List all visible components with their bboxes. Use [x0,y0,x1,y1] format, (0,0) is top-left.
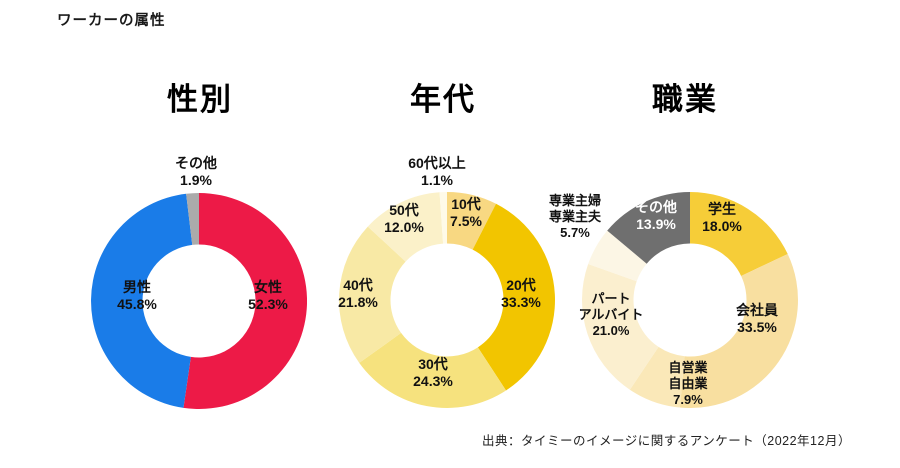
pie-slice [679,254,798,408]
slice-name: 専業主婦 [548,193,602,208]
slice-label-male: 男性 45.8% [117,279,157,313]
pie-slice [439,192,447,244]
pie-slice [183,193,307,409]
pie-slice [607,192,690,264]
slice-label-60s-over: 60代以上 1.1% [408,155,466,189]
slice-name: 50代 [389,202,419,218]
slice-label-selfemployed: 自営業 自由業 7.9% [668,360,707,408]
slice-name: 自営業 [668,360,708,375]
source-note: 出典：タイミーのイメージに関するアンケート（2022年12月） [482,434,851,448]
slice-label-female: 女性 52.3% [248,279,288,313]
slice-label-housewife: 専業主婦 専業主夫 5.7% [549,193,601,241]
pie-slice [367,192,444,262]
pie-slice [447,192,497,250]
page-title: ワーカーの属性 [57,13,166,29]
slice-label-50s: 50代 12.0% [384,202,424,236]
slice-value: 1.1% [421,172,453,188]
slice-value: 24.3% [413,373,453,389]
slice-name-2: 自由業 [668,376,708,391]
slice-name: その他 [175,155,217,171]
slice-name: 20代 [506,277,536,293]
chart-title-age: 年代 [410,82,476,117]
pie-slice [359,332,507,408]
pie-slice [339,226,406,363]
slice-name-2: アルバイト [578,307,644,322]
slice-value: 18.0% [702,218,742,234]
slice-label-occupation-other: その他 13.9% [635,199,677,233]
slice-name: パート [591,291,631,306]
slice-name-2: 専業主夫 [548,209,602,224]
pie-slice [472,203,555,391]
pie-slice [582,264,659,390]
slice-name: 会社員 [736,302,778,318]
slice-name: 40代 [343,277,373,293]
chart-title-gender: 性別 [167,82,233,117]
slice-value: 5.7% [560,225,590,240]
slice-label-parttime: パート アルバイト 21.0% [579,291,644,339]
slice-label-gender-other: その他 1.9% [175,155,217,189]
slice-label-10s: 10代 7.5% [450,196,482,230]
slice-name: 10代 [451,196,481,212]
donut-chart-age [339,192,555,408]
slice-value: 21.8% [338,294,378,310]
slice-name: 男性 [122,279,151,295]
slice-value: 45.8% [117,296,157,312]
slice-value: 13.9% [636,216,676,232]
slice-value: 33.5% [737,319,777,335]
slice-value: 52.3% [248,296,288,312]
pie-slice [629,346,685,408]
slice-label-30s: 30代 24.3% [413,356,453,390]
slice-value: 21.0% [592,323,630,338]
slice-value: 7.9% [673,392,703,407]
pie-slice [690,192,788,276]
donut-chart-occupation [582,192,798,408]
slice-value: 7.5% [450,213,482,229]
chart-title-occupation: 職業 [652,82,718,117]
donut-chart-gender [91,193,307,409]
slice-name: 30代 [418,356,448,372]
slice-label-20s: 20代 33.3% [501,277,541,311]
pie-slice [588,230,647,282]
slice-label-employee: 会社員 33.5% [736,302,778,336]
slice-label-student: 学生 18.0% [702,201,742,235]
slice-value: 33.3% [501,294,541,310]
slice-name: 60代以上 [408,155,466,171]
slice-name: 学生 [707,201,736,217]
slice-value: 12.0% [384,219,424,235]
slice-name: 女性 [253,279,282,295]
slice-label-40s: 40代 21.8% [338,277,378,311]
slice-value: 1.9% [180,172,212,188]
pie-slice [186,193,199,245]
slice-name: その他 [635,199,677,215]
pie-slice [91,193,193,408]
